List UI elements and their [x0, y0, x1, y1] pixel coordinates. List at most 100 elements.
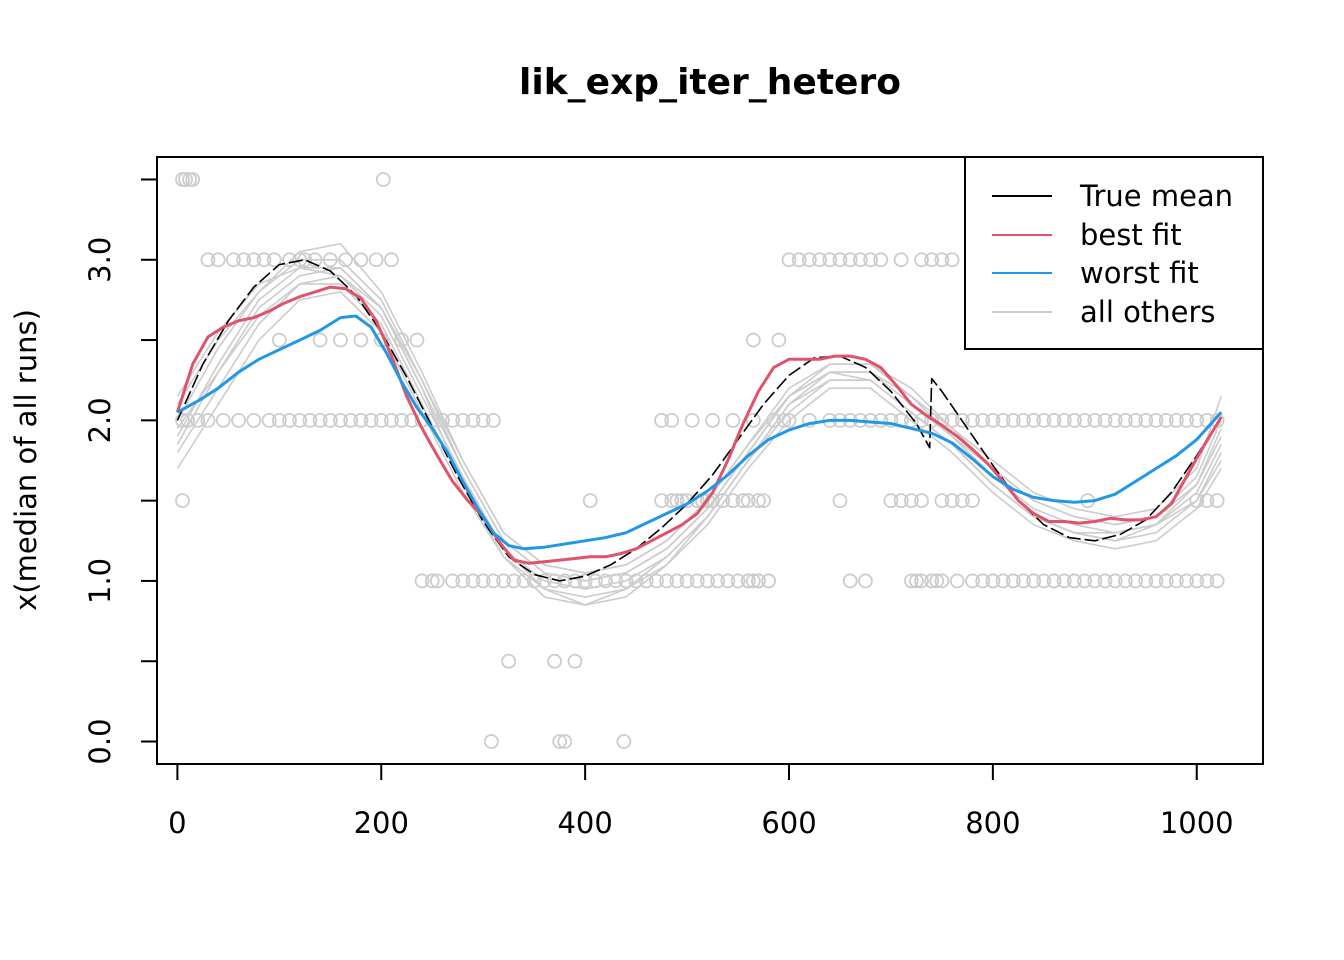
data-point — [944, 412, 960, 428]
data-point — [954, 493, 970, 509]
data-point — [1036, 412, 1052, 428]
data-point — [501, 653, 517, 669]
data-point — [929, 573, 945, 589]
data-point — [1077, 412, 1093, 428]
data-point — [735, 493, 751, 509]
data-point — [475, 412, 491, 428]
data-point — [664, 493, 680, 509]
data-point — [455, 412, 471, 428]
data-point — [903, 493, 919, 509]
x-tick-label: 200 — [354, 806, 409, 840]
series-line-all-others — [176, 266, 1222, 606]
data-point — [1117, 412, 1133, 428]
data-point — [751, 573, 766, 589]
data-point — [414, 573, 430, 589]
data-point — [654, 412, 669, 428]
data-point — [1107, 573, 1123, 589]
fit-lines — [175, 259, 1223, 582]
data-point — [292, 412, 308, 428]
data-point — [363, 412, 379, 428]
y-axis-label: x(median of all runs) — [9, 309, 43, 611]
data-point — [664, 412, 680, 428]
data-point — [842, 252, 858, 268]
data-point — [949, 573, 965, 589]
data-point — [924, 573, 940, 589]
data-point — [756, 493, 771, 509]
data-point — [1005, 412, 1021, 428]
data-point — [715, 493, 731, 509]
data-point — [368, 252, 384, 268]
data-point — [1158, 573, 1174, 589]
data-point — [965, 493, 980, 509]
data-point — [343, 412, 359, 428]
data-point — [740, 573, 756, 589]
data-point — [282, 412, 297, 428]
all-others-lines — [176, 242, 1222, 606]
data-point — [791, 252, 807, 268]
legend-label-true-mean: True mean — [1079, 179, 1233, 213]
data-point — [1077, 573, 1093, 589]
data-point — [409, 332, 425, 348]
data-point — [215, 412, 231, 428]
x-tick-label: 600 — [761, 806, 816, 840]
data-point — [852, 252, 868, 268]
data-point — [1067, 412, 1082, 428]
data-point — [893, 493, 909, 509]
data-point — [995, 573, 1011, 589]
series-line-all-others — [176, 259, 1222, 582]
data-point — [322, 412, 338, 428]
data-point — [1209, 493, 1225, 509]
data-point — [995, 412, 1011, 428]
data-point — [801, 252, 817, 268]
data-point — [475, 573, 491, 589]
data-point — [684, 412, 700, 428]
data-point — [200, 412, 216, 428]
x-tick-label: 400 — [557, 806, 612, 840]
data-point — [429, 573, 445, 589]
data-point — [1168, 573, 1184, 589]
data-point — [832, 252, 848, 268]
y-tick-label: 1.0 — [83, 558, 117, 604]
series-line-all-others — [176, 291, 1222, 598]
data-point — [761, 573, 777, 589]
data-point — [745, 332, 761, 348]
data-point — [669, 573, 685, 589]
data-point — [455, 573, 471, 589]
data-point — [1097, 412, 1113, 428]
data-point — [1107, 412, 1123, 428]
x-tick-label: 0 — [168, 806, 186, 840]
data-point — [832, 493, 848, 509]
data-point — [282, 252, 297, 268]
data-point — [1087, 573, 1103, 589]
data-point — [745, 573, 761, 589]
data-point — [1189, 412, 1205, 428]
data-point — [616, 734, 632, 749]
data-point — [1148, 412, 1164, 428]
data-point — [394, 412, 410, 428]
data-point — [873, 412, 889, 428]
data-point — [1209, 412, 1225, 428]
data-point — [842, 573, 858, 589]
data-point — [1036, 573, 1052, 589]
legend-label-best-fit: best fit — [1080, 218, 1182, 252]
legend-label-worst-fit: worst fit — [1080, 256, 1199, 290]
data-point — [944, 252, 960, 268]
data-point — [863, 252, 878, 268]
data-point — [445, 573, 461, 589]
data-point — [705, 412, 720, 428]
data-point — [914, 573, 929, 589]
data-point — [975, 573, 991, 589]
data-point — [654, 493, 669, 509]
data-point — [1067, 573, 1082, 589]
data-point — [384, 412, 399, 428]
data-point — [266, 252, 282, 268]
data-point — [985, 573, 1001, 589]
data-point — [1179, 412, 1194, 428]
data-point — [485, 412, 501, 428]
data-point — [954, 412, 970, 428]
data-point — [256, 252, 272, 268]
data-point — [1128, 412, 1143, 428]
data-point — [302, 412, 318, 428]
y-axis: 0.0 1.0 2.0 3.0 — [83, 178, 158, 765]
